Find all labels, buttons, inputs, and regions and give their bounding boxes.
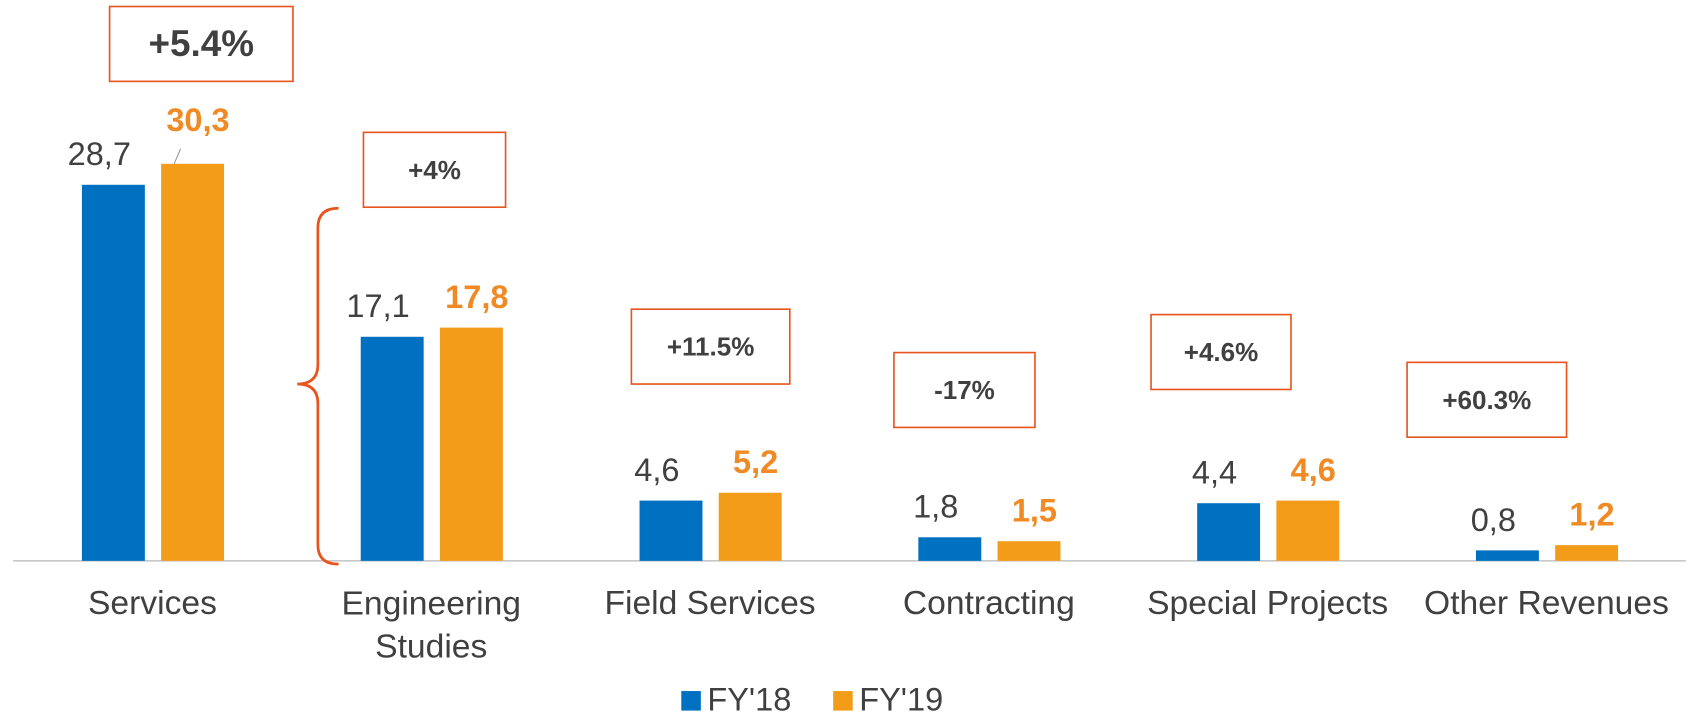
value-label: 1,2: [1569, 497, 1614, 533]
legend-label: FY'18: [707, 681, 791, 716]
value-label: 4,6: [634, 452, 679, 488]
annotation-box: [1406, 361, 1568, 439]
x-tick-label-line: Engineering: [342, 585, 521, 622]
value-label: 17,8: [445, 279, 508, 315]
x-tick-label: Special Projects: [1147, 585, 1388, 622]
annotation: +5.4%: [148, 23, 254, 64]
annotation-box: [108, 5, 294, 83]
bar: [161, 163, 225, 561]
bar: [718, 492, 782, 561]
bar: [639, 500, 703, 561]
bar: [81, 184, 145, 561]
bar: [1197, 503, 1261, 561]
value-label: 5,2: [733, 444, 778, 480]
value-label: 4,4: [1192, 455, 1237, 491]
legend-swatch: [681, 691, 701, 711]
annotation: +11.5%: [667, 332, 755, 362]
bar: [918, 537, 982, 561]
x-tick-label: Services: [88, 585, 217, 622]
annotation: -17%: [934, 375, 995, 405]
legend-swatch: [833, 691, 853, 711]
brace: [297, 206, 339, 566]
bar: [1475, 550, 1539, 561]
annotation: +4.6%: [1184, 337, 1259, 367]
leader-line: [173, 148, 182, 165]
annotation: +60.3%: [1442, 385, 1531, 415]
annotation-box: [630, 308, 791, 385]
x-tick-label: Contracting: [903, 585, 1075, 622]
bar: [439, 327, 503, 561]
x-tick-label: Engineering Studies: [342, 585, 521, 665]
x-tick-label: Other Revenues: [1424, 585, 1669, 622]
value-label: 4,6: [1291, 452, 1336, 488]
bar: [1555, 545, 1619, 561]
value-label: 0,8: [1471, 502, 1516, 538]
legend-label: FY'19: [859, 681, 943, 716]
value-label: 28,7: [68, 136, 131, 172]
bar: [997, 541, 1061, 561]
annotation: +4%: [408, 155, 461, 185]
bar: [1276, 500, 1340, 561]
value-label: 30,3: [166, 102, 229, 138]
annotation-box: [1150, 313, 1292, 391]
value-label: 1,8: [913, 489, 958, 525]
x-tick-label: Field Services: [604, 585, 815, 622]
value-label: 17,1: [346, 288, 409, 324]
value-label: 1,5: [1012, 493, 1057, 529]
annotation-box: [893, 351, 1036, 429]
bar: [360, 336, 424, 561]
x-tick-label-line: Studies: [375, 629, 487, 666]
annotation-box: [362, 131, 507, 209]
